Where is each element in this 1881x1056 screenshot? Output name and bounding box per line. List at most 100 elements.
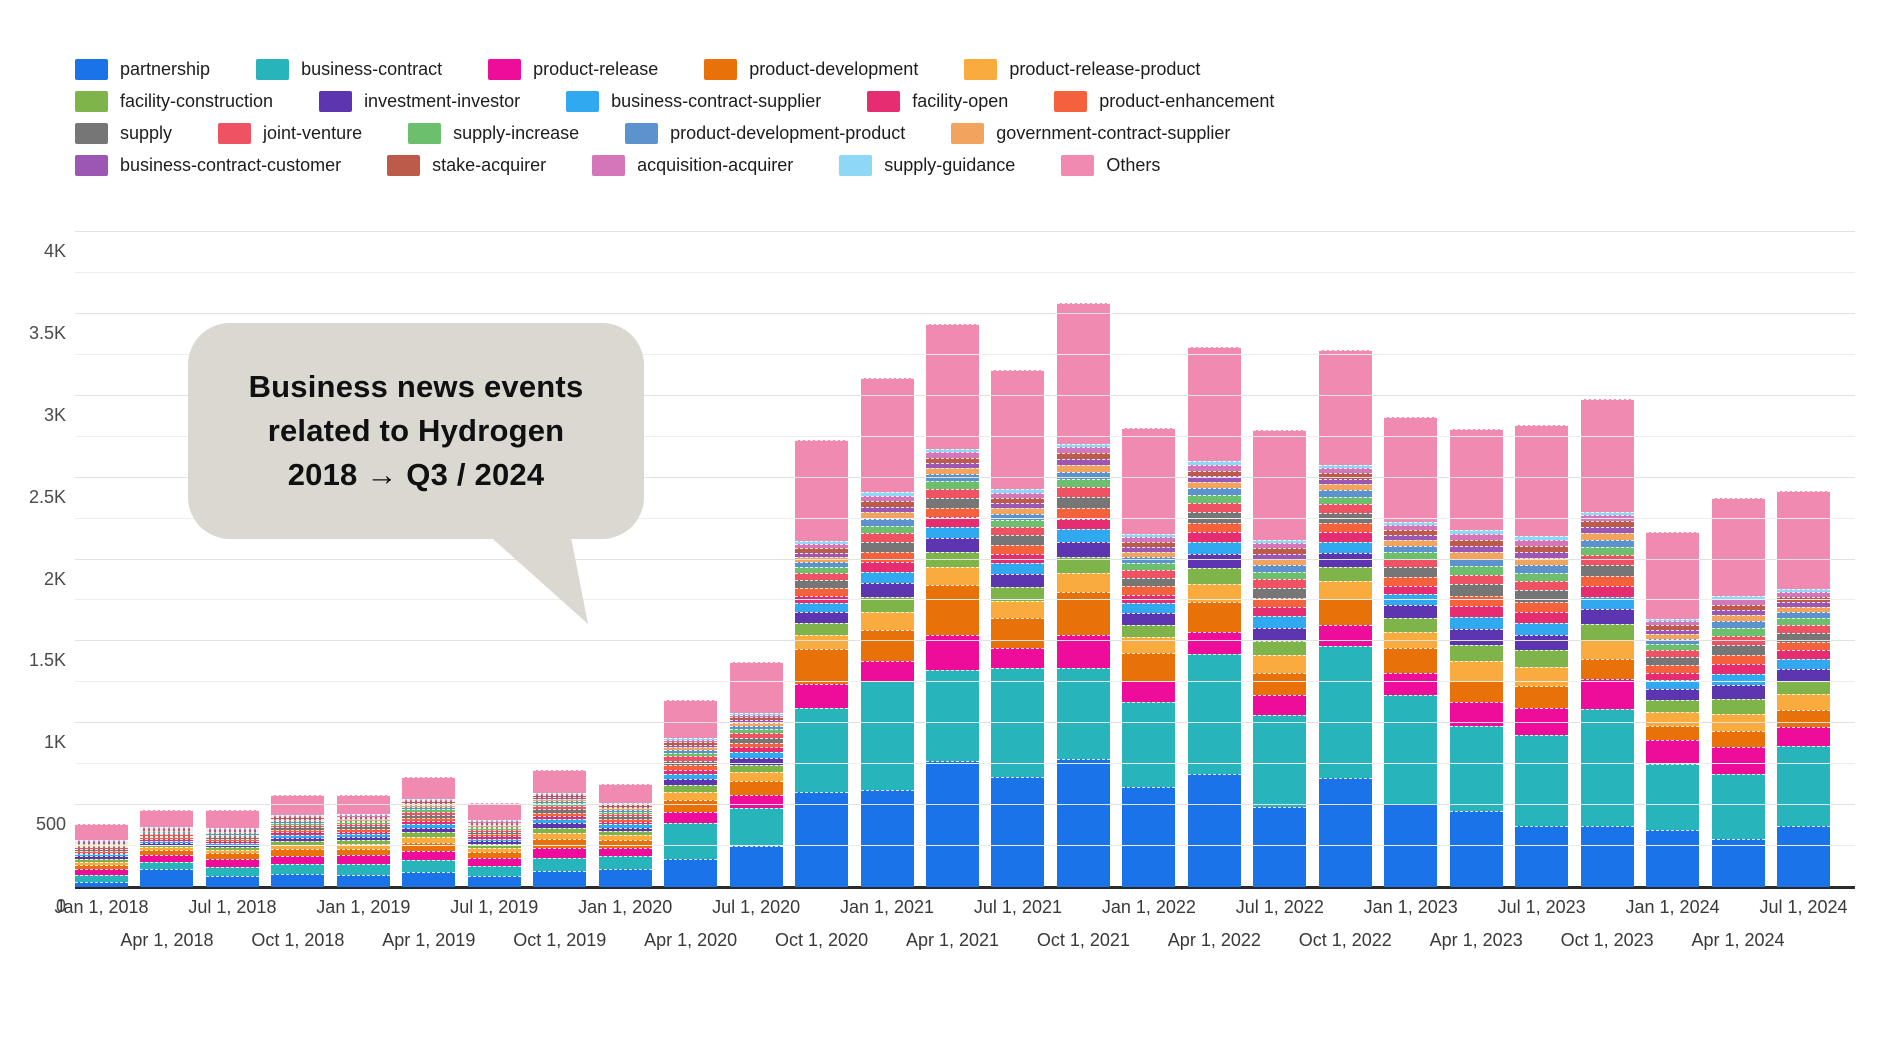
bar-segment-business-contract-supplier[interactable] xyxy=(402,824,456,828)
bar-segment-acquisition-acquirer[interactable] xyxy=(1449,533,1503,540)
bar-segment-government-contract-supplier[interactable] xyxy=(664,747,718,750)
bar-segment-supply[interactable] xyxy=(598,816,652,820)
bar-segment-product-enhancement[interactable] xyxy=(336,829,390,832)
bar-segment-supply[interactable] xyxy=(1384,567,1438,577)
bar-segment-joint-venture[interactable] xyxy=(205,835,259,838)
bar-segment-business-contract-customer[interactable] xyxy=(1122,546,1176,552)
bar-segment-product-enhancement[interactable] xyxy=(1711,654,1765,665)
bar-segment-product-enhancement[interactable] xyxy=(1515,601,1569,613)
bar-segment-product-development-product[interactable] xyxy=(271,821,325,824)
stacked-bar-Oct-1-2018[interactable] xyxy=(271,795,325,887)
bar-segment-supply-increase[interactable] xyxy=(926,481,979,489)
bar-segment-product-development[interactable] xyxy=(860,629,914,662)
bar-segment-product-development[interactable] xyxy=(140,850,194,856)
bar-segment-product-release[interactable] xyxy=(860,661,914,681)
bar-segment-supply-guidance[interactable] xyxy=(991,489,1045,493)
bar-segment-supply-guidance[interactable] xyxy=(140,826,194,828)
stacked-bar-Jul-1-2024[interactable] xyxy=(1777,490,1830,887)
bar-segment-joint-venture[interactable] xyxy=(1384,559,1438,568)
bar-segment-business-contract-customer[interactable] xyxy=(1056,459,1110,465)
bar-segment-acquisition-acquirer[interactable] xyxy=(205,829,259,831)
bar-segment-stake-acquirer[interactable] xyxy=(1777,596,1830,602)
bar-segment-supply-guidance[interactable] xyxy=(1646,618,1700,622)
bar-segment-supply-guidance[interactable] xyxy=(1580,511,1634,516)
bar-segment-business-contract[interactable] xyxy=(729,808,783,847)
legend-item-business-contract[interactable]: business-contract xyxy=(256,58,442,80)
bar-segment-acquisition-acquirer[interactable] xyxy=(1187,464,1241,471)
bar-segment-product-development-product[interactable] xyxy=(598,809,652,812)
bar-segment-stake-acquirer[interactable] xyxy=(926,457,979,464)
bar-segment-investment-investor[interactable] xyxy=(75,856,128,859)
bar-segment-business-contract-customer[interactable] xyxy=(271,818,325,820)
bar-segment-product-release-product[interactable] xyxy=(1646,711,1700,726)
bar-segment-supply-increase[interactable] xyxy=(1646,644,1700,650)
bar-segment-facility-open[interactable] xyxy=(729,747,783,753)
bar-segment-investment-investor[interactable] xyxy=(1777,669,1830,682)
bar-segment-Others[interactable] xyxy=(271,795,325,816)
bar-segment-product-development-product[interactable] xyxy=(1187,488,1241,496)
bar-segment-facility-construction[interactable] xyxy=(991,586,1045,601)
bar-segment-investment-investor[interactable] xyxy=(598,827,652,832)
bar-segment-investment-investor[interactable] xyxy=(1580,609,1634,625)
bar-segment-facility-open[interactable] xyxy=(1253,606,1307,617)
bar-segment-supply-guidance[interactable] xyxy=(926,448,979,453)
bar-segment-acquisition-acquirer[interactable] xyxy=(1777,591,1830,597)
bar-segment-supply-increase[interactable] xyxy=(860,525,914,534)
bar-segment-partnership[interactable] xyxy=(664,859,718,887)
legend-item-supply-increase[interactable]: supply-increase xyxy=(408,122,579,144)
bar-segment-product-enhancement[interactable] xyxy=(1187,522,1241,533)
legend-item-product-development[interactable]: product-development xyxy=(704,58,918,80)
bar-segment-supply-guidance[interactable] xyxy=(1711,596,1765,600)
bar-segment-product-release[interactable] xyxy=(1449,701,1503,726)
bar-segment-product-release-product[interactable] xyxy=(729,772,783,782)
stacked-bar-Apr-1-2020[interactable] xyxy=(664,700,718,887)
bar-segment-facility-construction[interactable] xyxy=(1646,700,1700,712)
bar-segment-supply[interactable] xyxy=(1711,644,1765,655)
bar-segment-partnership[interactable] xyxy=(1253,806,1307,887)
stacked-bar-Oct-1-2021[interactable] xyxy=(1056,302,1110,887)
bar-segment-partnership[interactable] xyxy=(1580,826,1634,887)
bar-segment-partnership[interactable] xyxy=(1646,829,1700,887)
bar-segment-product-enhancement[interactable] xyxy=(795,588,849,596)
bar-segment-acquisition-acquirer[interactable] xyxy=(664,739,718,743)
bar-segment-product-release-product[interactable] xyxy=(140,847,194,851)
bar-segment-Others[interactable] xyxy=(533,770,587,793)
bar-segment-business-contract-supplier[interactable] xyxy=(533,819,587,824)
bar-segment-facility-construction[interactable] xyxy=(1777,681,1830,695)
bar-segment-facility-construction[interactable] xyxy=(533,827,587,833)
bar-segment-product-release-product[interactable] xyxy=(205,850,259,854)
bar-segment-partnership[interactable] xyxy=(926,760,979,887)
bar-segment-business-contract-supplier[interactable] xyxy=(1056,529,1110,542)
bar-segment-product-enhancement[interactable] xyxy=(140,837,194,839)
bar-segment-partnership[interactable] xyxy=(402,872,456,887)
bar-segment-business-contract-customer[interactable] xyxy=(75,842,128,844)
bar-segment-supply[interactable] xyxy=(1515,590,1569,602)
bar-segment-Others[interactable] xyxy=(598,784,652,803)
bar-segment-product-release[interactable] xyxy=(1515,707,1569,735)
bar-segment-product-release-product[interactable] xyxy=(1580,640,1634,660)
stacked-bar-Jan-1-2021[interactable] xyxy=(860,377,914,887)
bar-segment-supply-increase[interactable] xyxy=(729,729,783,734)
bar-segment-product-release[interactable] xyxy=(1711,747,1765,775)
bar-segment-supply[interactable] xyxy=(140,835,194,838)
bar-segment-business-contract[interactable] xyxy=(336,864,390,875)
bar-segment-product-release[interactable] xyxy=(205,859,259,867)
bar-segment-partnership[interactable] xyxy=(1122,787,1176,887)
bar-segment-partnership[interactable] xyxy=(1056,759,1110,887)
bar-segment-business-contract-customer[interactable] xyxy=(1777,601,1830,607)
bar-segment-Others[interactable] xyxy=(1253,430,1307,540)
bar-segment-supply[interactable] xyxy=(1056,497,1110,509)
stacked-bar-Jan-1-2022[interactable] xyxy=(1122,428,1176,887)
bar-segment-product-enhancement[interactable] xyxy=(991,545,1045,554)
bar-segment-acquisition-acquirer[interactable] xyxy=(795,544,849,549)
bar-segment-supply-guidance[interactable] xyxy=(860,492,914,496)
bar-segment-product-development-product[interactable] xyxy=(205,833,259,835)
legend-item-product-enhancement[interactable]: product-enhancement xyxy=(1054,90,1274,112)
stacked-bar-Apr-1-2022[interactable] xyxy=(1187,346,1241,887)
bar-segment-product-development[interactable] xyxy=(75,864,128,870)
bar-segment-investment-investor[interactable] xyxy=(1711,685,1765,699)
bar-segment-product-development-product[interactable] xyxy=(991,513,1045,520)
stacked-bar-Oct-1-2023[interactable] xyxy=(1580,398,1634,887)
bar-segment-supply-increase[interactable] xyxy=(1711,628,1765,636)
bar-segment-supply[interactable] xyxy=(1777,632,1830,642)
